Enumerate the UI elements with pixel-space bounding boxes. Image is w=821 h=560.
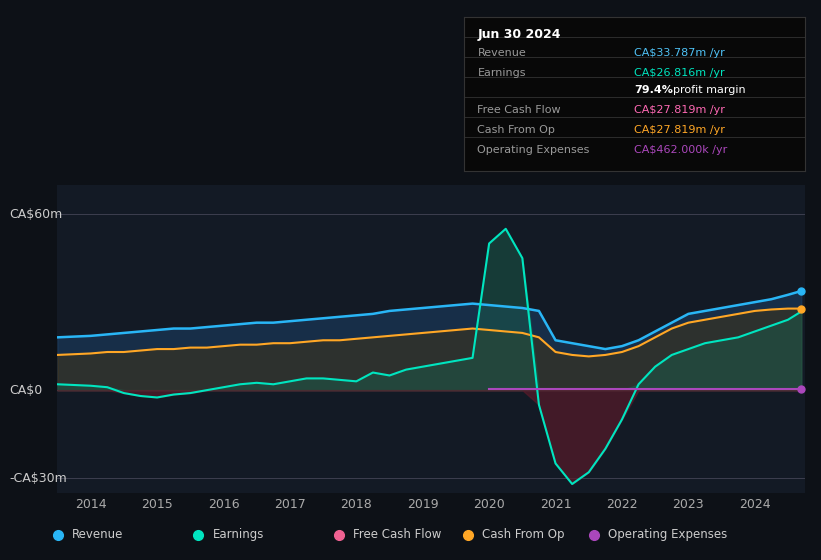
- Text: CA$33.787m /yr: CA$33.787m /yr: [635, 48, 725, 58]
- Text: -CA$30m: -CA$30m: [9, 472, 67, 484]
- Text: Revenue: Revenue: [478, 48, 526, 58]
- Text: CA$27.819m /yr: CA$27.819m /yr: [635, 105, 725, 115]
- Text: Operating Expenses: Operating Expenses: [478, 144, 589, 155]
- Text: Operating Expenses: Operating Expenses: [608, 528, 727, 542]
- Text: 79.4%: 79.4%: [635, 85, 673, 95]
- Text: Earnings: Earnings: [478, 68, 526, 78]
- Text: CA$27.819m /yr: CA$27.819m /yr: [635, 125, 725, 134]
- Text: Revenue: Revenue: [72, 528, 123, 542]
- Text: CA$26.816m /yr: CA$26.816m /yr: [635, 68, 725, 78]
- Text: Cash From Op: Cash From Op: [482, 528, 565, 542]
- Text: Cash From Op: Cash From Op: [478, 125, 555, 134]
- Text: profit margin: profit margin: [673, 85, 746, 95]
- Text: CA$0: CA$0: [9, 384, 42, 396]
- Text: Earnings: Earnings: [213, 528, 264, 542]
- Text: Jun 30 2024: Jun 30 2024: [478, 27, 561, 40]
- Text: CA$462.000k /yr: CA$462.000k /yr: [635, 144, 727, 155]
- Text: Free Cash Flow: Free Cash Flow: [478, 105, 561, 115]
- Text: CA$60m: CA$60m: [9, 208, 62, 221]
- Text: Free Cash Flow: Free Cash Flow: [353, 528, 441, 542]
